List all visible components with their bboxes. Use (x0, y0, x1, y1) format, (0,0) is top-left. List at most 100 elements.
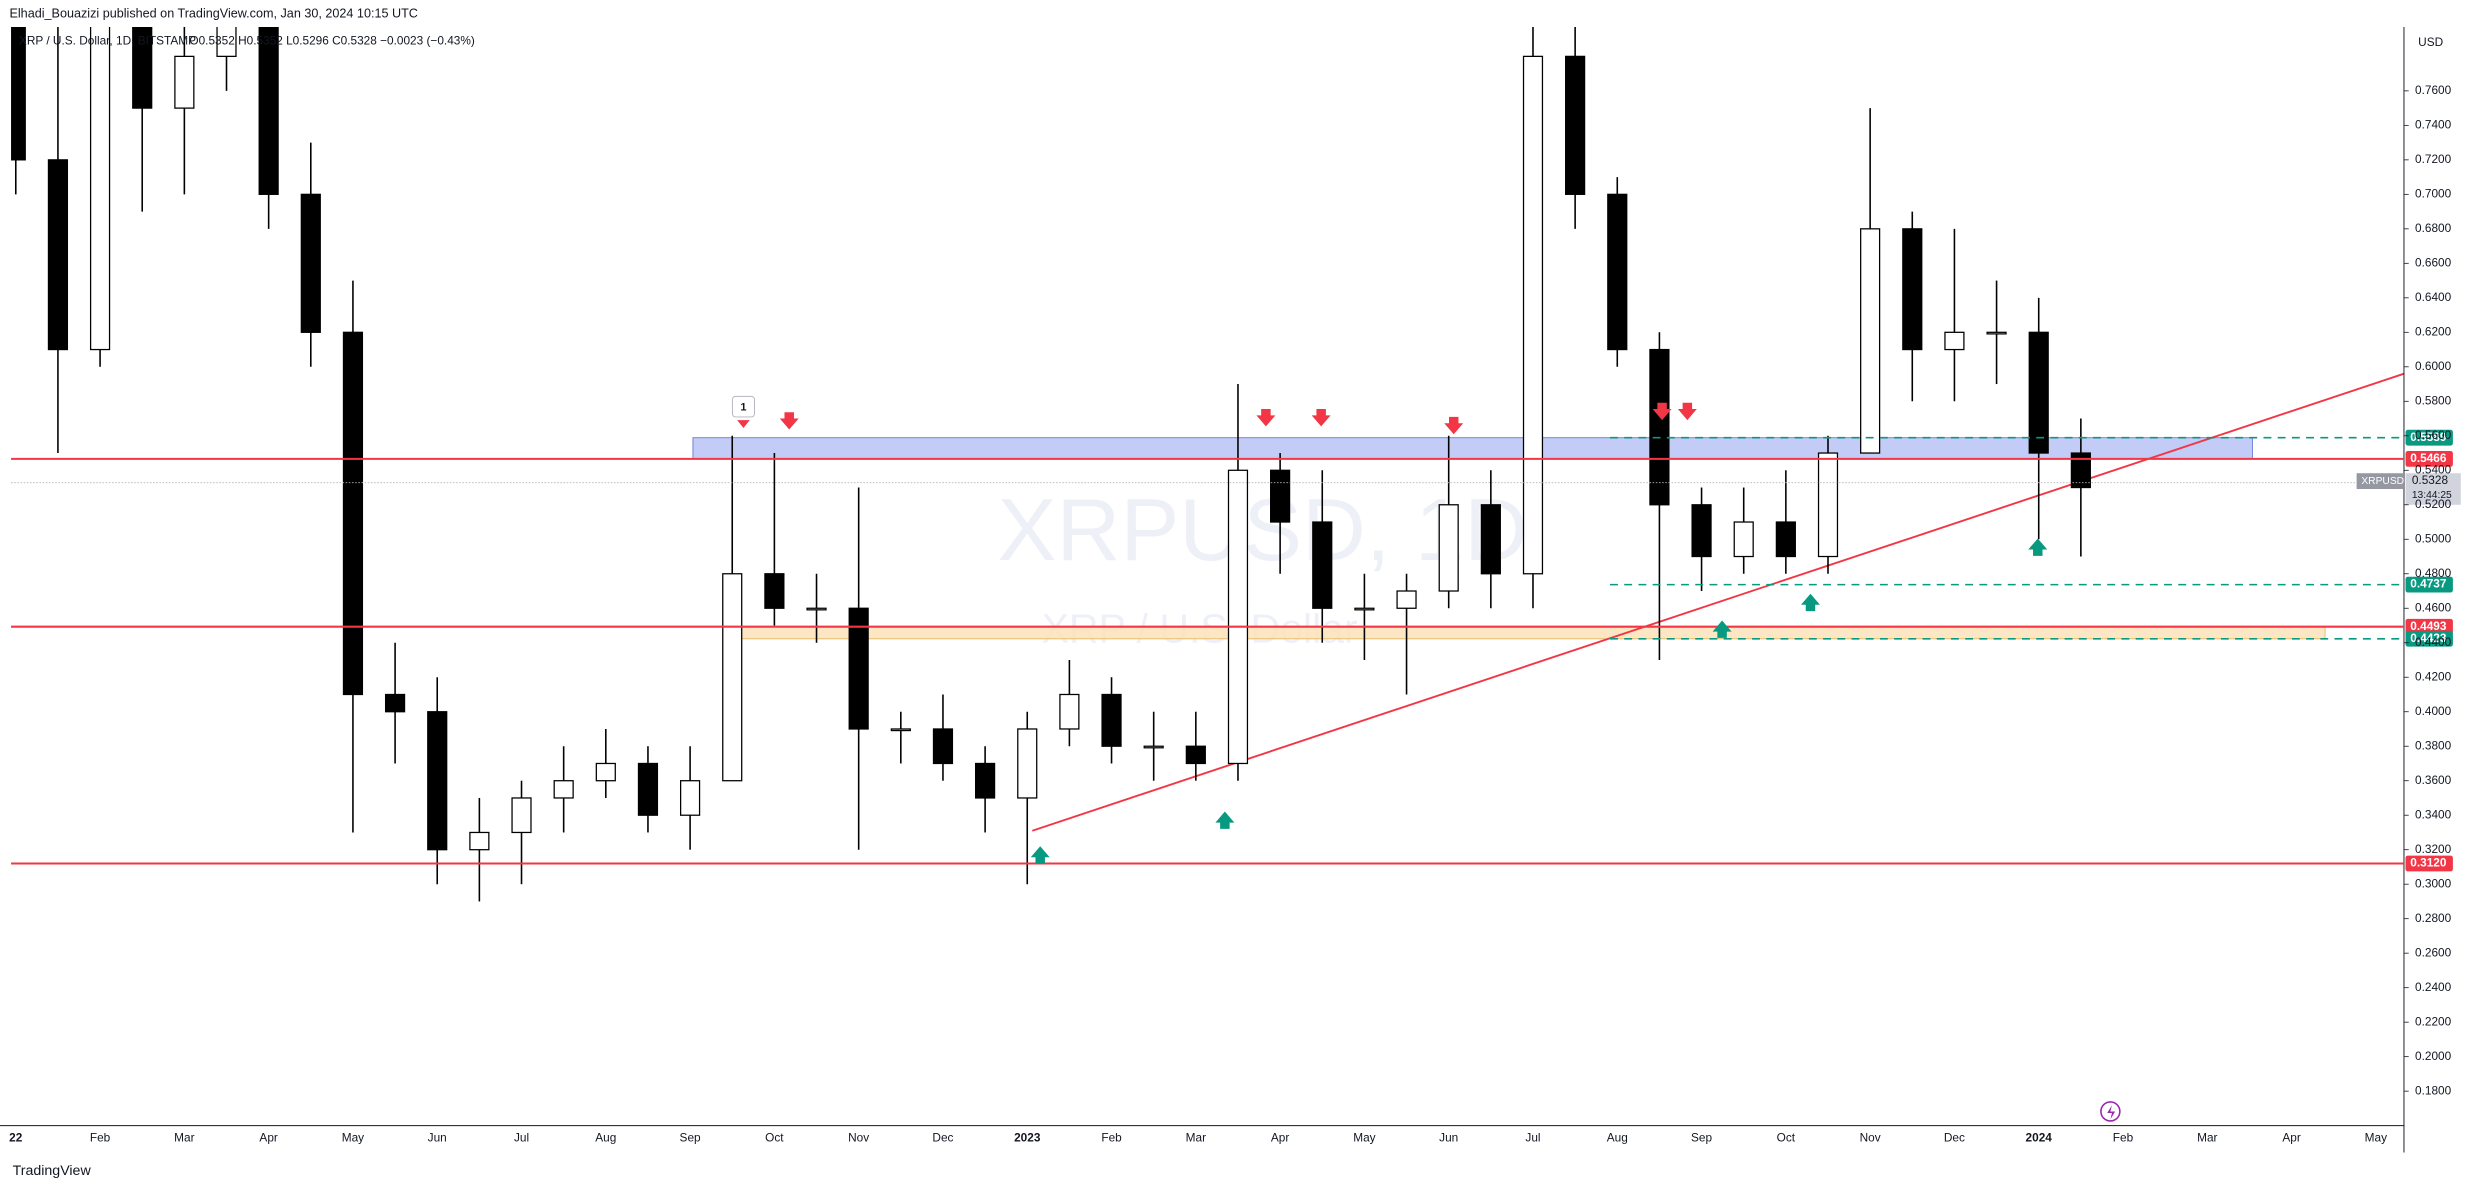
candle-body (2070, 452, 2091, 489)
x-tick-label: Jun (1439, 1130, 1458, 1144)
legend-ohlc: O0.5352 H0.5352 L0.5296 C0.5328 −0.0023 … (189, 33, 474, 47)
y-tick-label: 0.3200 (2415, 842, 2452, 856)
x-tick-label: Dec (1944, 1130, 1965, 1144)
y-tick-label: 0.4800 (2415, 566, 2452, 580)
candle-body (1607, 193, 1628, 351)
candle-body (1270, 469, 1291, 523)
y-tick-label: 0.3400 (2415, 807, 2452, 821)
y-tick-label: 0.4600 (2415, 600, 2452, 614)
price-tag (2405, 630, 2453, 647)
candle-body (1733, 521, 1754, 558)
price-tag (2405, 576, 2453, 593)
candle-body (1944, 331, 1965, 351)
x-tick-label: Apr (259, 1130, 277, 1144)
price-tag-label: 0.5589 (2410, 430, 2447, 444)
y-tick-label: 0.5000 (2415, 531, 2452, 545)
candle-body (890, 728, 911, 732)
symbol-tag (2356, 473, 2404, 490)
resistance-arrow (1652, 402, 1672, 421)
y-tick-label: 0.4200 (2415, 669, 2452, 683)
y-tick-label: 0.4400 (2415, 635, 2452, 649)
x-tick-label: Sep (680, 1130, 701, 1144)
y-tick-label: 0.7200 (2415, 152, 2452, 166)
marker-box (731, 395, 755, 418)
y-tick-label: 0.6000 (2415, 359, 2452, 373)
price-tag-label: 0.3120 (2410, 856, 2447, 870)
y-tick-label: 0.2600 (2415, 945, 2452, 959)
candle-body (384, 693, 406, 713)
y-tick-label: 0.6400 (2415, 290, 2452, 304)
x-tick-label: 2024 (2026, 1130, 2053, 1144)
candle-body (764, 573, 785, 609)
x-tick-label: Aug (1607, 1130, 1628, 1144)
candle-body (47, 159, 69, 351)
y-tick-label: 0.2200 (2415, 1014, 2452, 1028)
candle-body (722, 573, 743, 782)
candle-body (848, 607, 869, 730)
y-tick-label: 0.2800 (2415, 911, 2452, 925)
y-tick-label: 0.2400 (2415, 980, 2452, 994)
candle-body (1059, 693, 1080, 730)
resistance-arrow (779, 412, 799, 430)
x-tick-label: Apr (2282, 1130, 2300, 1144)
trendline (1032, 372, 2404, 832)
candle-body (1649, 348, 1670, 506)
candle-body (1354, 607, 1375, 611)
y-tick-label: 0.3800 (2415, 738, 2452, 752)
candle-body (1017, 728, 1038, 799)
x-tick-label: Sep (1691, 1130, 1712, 1144)
candle-body (1227, 469, 1249, 765)
candle-body (89, 27, 111, 351)
support-arrow (1712, 620, 1732, 638)
price-tag (2405, 855, 2453, 872)
candle-body (1817, 452, 1839, 558)
legend-title: XRP / U.S. Dollar, 1D, BITSTAMP (19, 33, 196, 47)
publisher: Elhadi_Bouazizi published on TradingView… (9, 7, 417, 21)
x-tick-label: Jul (1525, 1130, 1540, 1144)
y-tick-label: 0.2000 (2415, 1049, 2452, 1063)
resistance-arrow (1311, 409, 1331, 427)
candle-body (806, 607, 827, 611)
y-tick-label: 0.7600 (2415, 83, 2452, 97)
price-tag-label: 0.4423 (2410, 631, 2447, 645)
candle-body (1101, 693, 1122, 747)
y-tick-label: 0.7000 (2415, 186, 2452, 200)
symbol-tag-label: XRPUSD (2361, 476, 2404, 487)
zone (692, 437, 2253, 460)
y-tick-label: 0.3000 (2415, 876, 2452, 890)
last-price-tag (2405, 473, 2461, 505)
price-tag-label: 0.4737 (2410, 577, 2447, 591)
x-tick-label: Aug (595, 1130, 616, 1144)
plot-area (11, 27, 2404, 902)
replay-icon[interactable] (2100, 1101, 2121, 1122)
price-tag-label: 0.5466 (2410, 451, 2447, 465)
candle-body (595, 762, 616, 782)
y-tick-label: 0.5800 (2415, 393, 2452, 407)
candle-body (1902, 228, 1923, 351)
price-tag (2405, 429, 2453, 446)
candle-body (1312, 521, 1333, 609)
candle-body (258, 27, 279, 195)
candle-body (132, 27, 153, 109)
countdown: 13:44:25 (2412, 490, 2452, 501)
x-tick-label: Mar (174, 1130, 194, 1144)
y-tick-label: 0.4000 (2415, 704, 2452, 718)
candle-body (1565, 55, 1586, 195)
y-tick-label: 0.5200 (2415, 497, 2452, 511)
x-tick-label: Oct (765, 1130, 784, 1144)
candle-body (1986, 331, 2007, 335)
y-tick-label: 0.5400 (2415, 462, 2452, 476)
y-tick-label: 0.6600 (2415, 255, 2452, 269)
replay-bolt (2107, 1105, 2116, 1120)
candle-body (342, 331, 364, 696)
y-tick-label: 0.6200 (2415, 324, 2452, 338)
candle-body (216, 27, 237, 57)
x-tick-label: Nov (1860, 1130, 1881, 1144)
candle-body (1775, 521, 1796, 558)
resistance-arrow (1444, 416, 1464, 435)
candle-body (1143, 745, 1164, 749)
x-tick-label: May (2365, 1130, 2387, 1144)
